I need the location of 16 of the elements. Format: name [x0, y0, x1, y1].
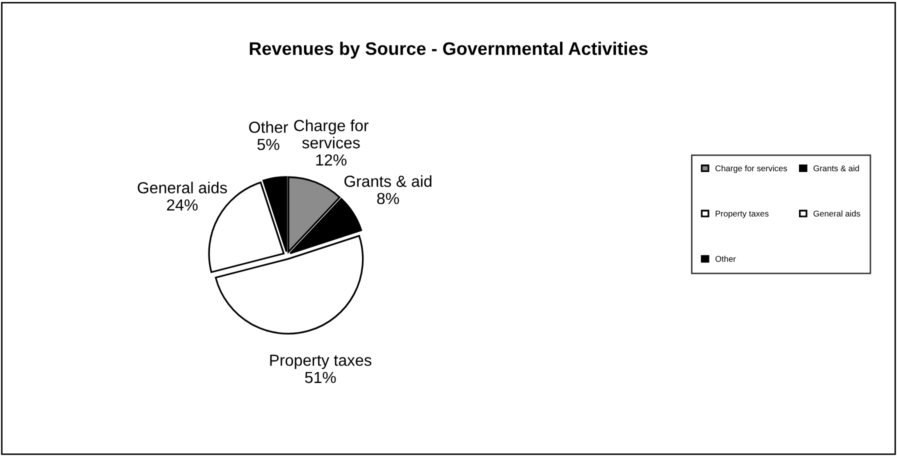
- slice-label: General aids: [138, 182, 227, 194]
- slice-label: Property taxes: [270, 354, 372, 370]
- data-label: 12%: [316, 154, 346, 166]
- legend-label: General aids: [814, 210, 860, 217]
- slice-label: Grants & aid: [344, 175, 432, 187]
- slice-label: Other: [249, 121, 288, 133]
- data-label: 24%: [167, 199, 198, 211]
- data-label: 51%: [305, 372, 336, 384]
- legend-label: Property taxes: [716, 210, 769, 218]
- legend-label: Charge for services: [716, 165, 788, 173]
- legend-label: Other: [715, 256, 736, 262]
- slice-label: Charge for services: [294, 120, 369, 148]
- data-label: 8%: [377, 192, 399, 204]
- legend-label: Grants & aid: [814, 165, 859, 172]
- data-label: 5%: [257, 138, 280, 150]
- chart-title: Revenues by Source - Governmental Activities: [250, 42, 648, 59]
